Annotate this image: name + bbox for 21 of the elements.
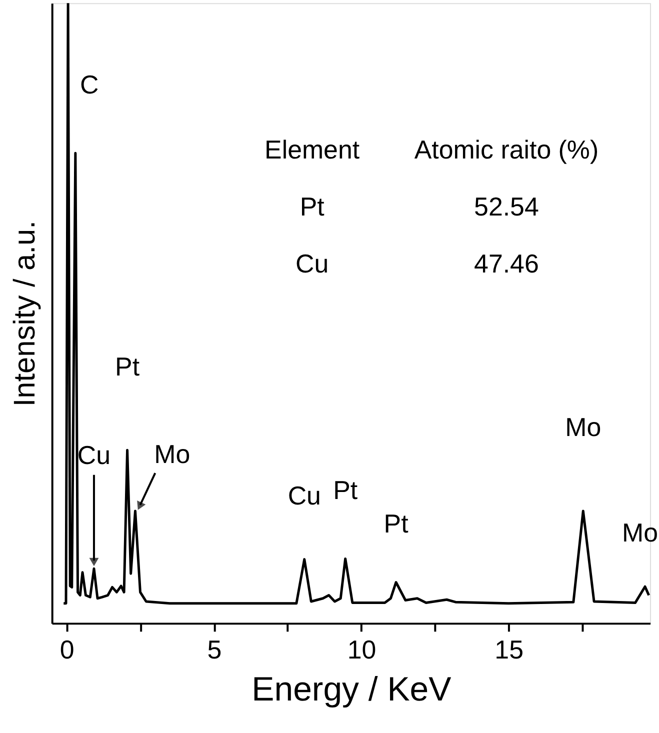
annotation: Pt <box>115 353 140 382</box>
x-tick-label: 15 <box>494 636 524 665</box>
x-tick-label: 0 <box>60 636 74 665</box>
annotation: 52.54 <box>474 193 539 222</box>
annotation: Mo <box>154 441 190 470</box>
annotation: C <box>80 71 99 100</box>
y-axis-title: Intensity / a.u. <box>8 220 42 407</box>
x-tick-label: 5 <box>207 636 222 665</box>
x-axis-title: Energy / KeV <box>252 670 452 708</box>
annotation: Pt <box>333 476 358 505</box>
annotation: Cu <box>295 250 329 278</box>
annotation: Cu <box>288 482 321 510</box>
annotation: Cu <box>77 442 111 470</box>
annotation: Mo <box>622 520 658 548</box>
annotation: Mo <box>565 414 602 442</box>
annotation: Atomic raito (%) <box>414 136 599 165</box>
annotation: 47.46 <box>474 250 539 278</box>
x-tick-label: 10 <box>347 636 376 665</box>
annotation: Pt <box>384 510 410 538</box>
annotation: Element <box>264 136 360 165</box>
annotation: Pt <box>300 193 326 222</box>
